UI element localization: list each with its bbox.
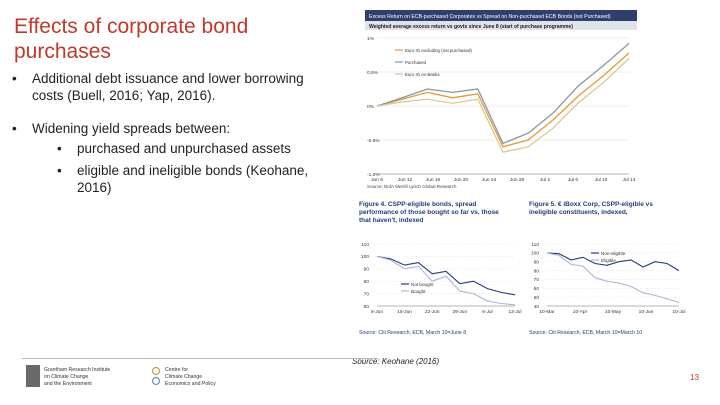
series-line <box>546 252 680 272</box>
x-tick-label: 10-Jul <box>672 309 685 315</box>
y-tick-label: 40 <box>534 304 540 310</box>
x-tick-label: Jun 28 <box>510 177 525 183</box>
chart-subheader-band <box>365 21 637 30</box>
logo-mark <box>151 376 161 386</box>
bullet-marker: • <box>57 141 62 156</box>
bullet-text: Widening yield spreads between: <box>32 121 231 136</box>
series-line <box>376 255 516 306</box>
x-tick-label: 10-May <box>605 309 622 315</box>
x-tick-label: Jun 20 <box>454 177 469 183</box>
chart-source-note: Source: BofA Merrill Lynch Global Resear… <box>367 184 457 189</box>
legend-label: Purchased <box>405 60 427 65</box>
y-tick-label: 80 <box>364 279 370 285</box>
y-tick-label: 60 <box>534 286 540 292</box>
x-tick-label: Jun 24 <box>482 177 497 183</box>
bullet-text: Additional debt issuance and lower borro… <box>32 71 304 103</box>
chart-title-line: performance of those bought so far vs. t… <box>359 209 499 216</box>
x-tick-label: Jun 8 <box>371 177 383 183</box>
x-tick-label: Jul 14 <box>623 177 636 183</box>
logo-line: on Climate Change <box>44 374 89 380</box>
excess-return-chart: Excess Return on ECB-purchased Corporate… <box>365 10 637 190</box>
y-tick-label: 90 <box>364 267 370 273</box>
series-line <box>546 252 680 304</box>
citi-figure-panel: Figure 4. CSPP-eligible bonds, spread pe… <box>355 196 690 339</box>
x-tick-label: 6-Jul <box>482 309 492 315</box>
chart-title-line: that haven't, indexed <box>359 217 423 224</box>
y-tick-label: 100 <box>361 254 369 260</box>
legend-label: Eligible <box>601 258 616 263</box>
chart-title-line: ineligible constituents, indexed, <box>529 209 628 216</box>
x-tick-label: Jul 10 <box>595 177 608 183</box>
y-tick-label: 0.5% <box>367 70 379 76</box>
chart-title-line: Figure 4. CSPP-eligible bonds, spread <box>359 201 476 208</box>
chart-header-band <box>365 10 637 21</box>
y-tick-label: 1% <box>367 36 375 42</box>
grantham-logo: Grantham Research Institute on Climate C… <box>26 365 110 387</box>
logo-line: and the Environment <box>44 381 92 387</box>
legend-label: Euro IG ex-Banks <box>405 72 440 77</box>
y-tick-label: 100 <box>531 251 539 257</box>
plot-area: 1% 0.5% 0% -0.5% -1.0%Jun 8 Jun 12 Jun 16 Jun 2… <box>367 36 636 183</box>
legend-label: Euro IG excluding (not purchased) <box>405 48 472 53</box>
x-tick-label: 8-Jun <box>371 309 383 315</box>
x-tick-label: 10-Apr <box>573 309 588 315</box>
chart-title: Figure 5. € iBoxx Corp, CSPP-eligible vs… <box>529 201 655 216</box>
series-line <box>376 42 630 145</box>
cspp-bought-chart: Figure 4. CSPP-eligible bonds, spread pe… <box>359 201 522 336</box>
bullet-marker: • <box>12 71 17 86</box>
logo-mark <box>26 365 40 387</box>
slide-title: Effects of corporate bond purchases <box>14 15 249 63</box>
x-tick-label: 22-Jun <box>425 309 440 315</box>
plot-area: 110 100 90 80 70 608-Jun 15-Jun 22-Jun 29-Jun 6-J… <box>361 242 522 315</box>
x-tick-label: Jun 16 <box>426 177 441 183</box>
y-tick-label: 80 <box>534 268 540 274</box>
plot-background <box>377 244 515 306</box>
cccep-logo: Centre for Climate Change Economics and … <box>151 366 216 387</box>
footer-divider <box>22 358 378 359</box>
chart-source-note: Source: Citi Research, ECB, March 10=Jun… <box>359 330 466 336</box>
logo-mark <box>151 366 161 376</box>
logo-line: Grantham Research Institute <box>44 367 110 373</box>
x-tick-label: 10-Mar <box>539 309 555 315</box>
chart-title: Excess Return on ECB-purchased Corporate… <box>369 14 611 20</box>
chart-subtitle: Weighted average excess return vs govts … <box>369 24 573 30</box>
y-tick-label: 60 <box>364 304 370 310</box>
x-tick-label: Jul 6 <box>568 177 578 183</box>
y-tick-label: 110 <box>361 242 369 248</box>
x-tick-label: Jun 12 <box>398 177 413 183</box>
y-tick-label: 90 <box>534 260 540 266</box>
x-tick-label: 13-Jul <box>508 309 521 315</box>
bullet-marker: • <box>12 121 17 136</box>
bullet-marker: • <box>57 163 62 178</box>
bullet-text: purchased and unpurchased assets <box>77 141 291 156</box>
chart-title-line: Figure 5. € iBoxx Corp, CSPP-eligible vs <box>529 201 653 208</box>
iboxx-eligible-chart: Figure 5. € iBoxx Corp, CSPP-eligible vs… <box>529 201 686 336</box>
series-line <box>376 255 516 296</box>
logo-line: Centre for <box>165 367 188 373</box>
source-caption: Source: Keohane (2016) <box>352 357 440 366</box>
series-line <box>376 57 630 153</box>
x-tick-label: Jul 2 <box>540 177 550 183</box>
y-tick-label: 110 <box>531 242 539 248</box>
chart-title: Figure 4. CSPP-eligible bonds, spread pe… <box>359 201 501 224</box>
chart-source-note: Source: Citi Research, ECB, March 10=Mar… <box>529 330 642 336</box>
legend-label: Bought <box>411 289 426 294</box>
logo-line: Climate Change <box>165 374 202 380</box>
series-line <box>376 52 630 148</box>
x-tick-label: 29-Jun <box>452 309 467 315</box>
page-number: 13 <box>690 373 699 382</box>
y-tick-label: 70 <box>364 291 370 297</box>
y-tick-label: -1.0% <box>367 172 380 178</box>
y-tick-label: -0.5% <box>367 138 380 144</box>
x-tick-label: 15-Jun <box>397 309 412 315</box>
legend-label: Non-eligible <box>601 251 626 256</box>
y-tick-label: 0% <box>367 104 375 110</box>
x-tick-label: 10-Jun <box>639 309 654 315</box>
legend-label: Not bought <box>411 282 434 287</box>
y-tick-label: 70 <box>534 277 540 283</box>
y-tick-label: 50 <box>534 295 540 301</box>
logo-line: Economics and Policy <box>165 381 216 387</box>
bullet-text: eligible and ineligible bonds (Keohane, … <box>77 163 309 195</box>
